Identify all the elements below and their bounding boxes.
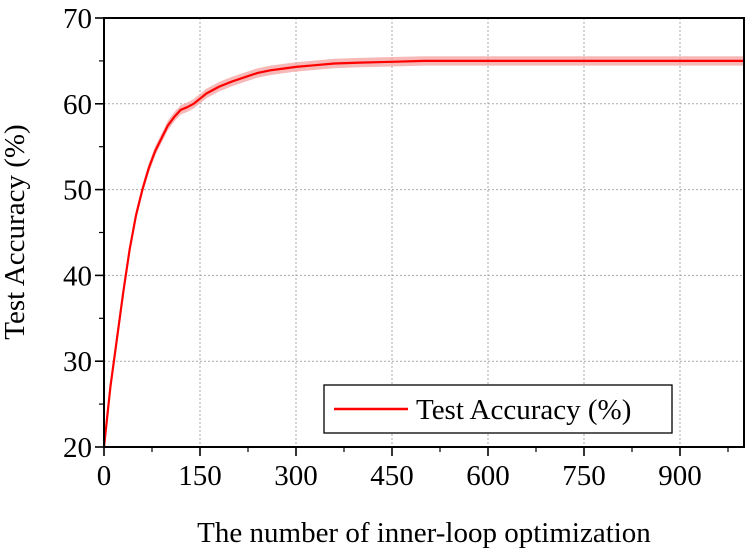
x-tick-label: 900: [658, 460, 702, 492]
y-tick-label: 70: [63, 3, 92, 35]
x-tick-label: 300: [274, 460, 318, 492]
y-tick-label: 40: [63, 260, 92, 292]
series-line: [102, 59, 744, 448]
x-axis-label: The number of inner-loop optimization: [197, 517, 651, 549]
y-tick-label: 50: [63, 175, 92, 207]
y-ticks: 20 30 40 50 60 70: [63, 3, 104, 464]
legend: Test Accuracy (%): [323, 384, 673, 434]
x-tick-label: 600: [466, 460, 510, 492]
x-tick-label: 150: [178, 460, 222, 492]
grid: [104, 18, 744, 447]
series-line-layer: [102, 59, 744, 448]
y-tick-label: 20: [63, 432, 92, 464]
legend-label: Test Accuracy (%): [416, 394, 631, 426]
x-tick-label: 750: [562, 460, 606, 492]
x-tick-label: 0: [97, 460, 112, 492]
x-tick-label: 450: [370, 460, 414, 492]
y-axis-label: Test Accuracy (%): [0, 124, 31, 339]
y-tick-label: 30: [63, 346, 92, 378]
x-ticks: 0 150 300 450 600 750 900: [97, 447, 729, 492]
y-tick-label: 60: [63, 89, 92, 121]
